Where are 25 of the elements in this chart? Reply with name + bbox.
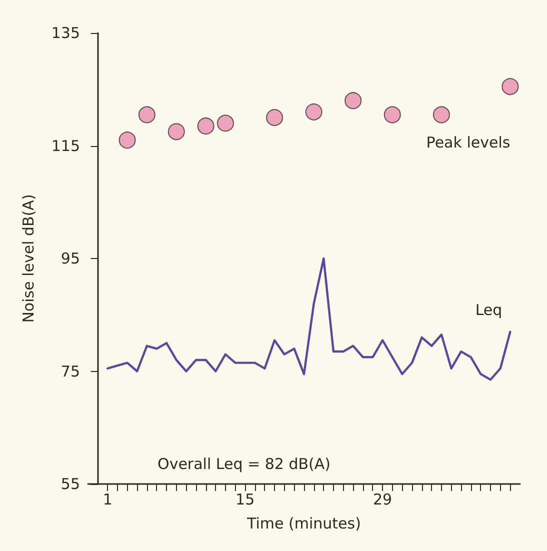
y-tick-label: 55 [60, 475, 80, 493]
y-tick-label: 115 [51, 136, 80, 155]
point [344, 92, 362, 110]
point [305, 103, 322, 120]
x-axis-title: Time (minutes) [246, 514, 361, 532]
point [384, 106, 401, 124]
y-tick-label: 95 [60, 250, 80, 268]
annotation: Overall Leq = 82 dB(A) [158, 455, 330, 473]
series-label: Peak levels [426, 134, 510, 152]
point [168, 123, 185, 140]
point [266, 109, 284, 126]
x-tick-label: 15 [236, 490, 255, 508]
y-tick-label: 75 [60, 362, 80, 380]
point [216, 114, 234, 132]
x-tick-label: 1 [102, 490, 112, 508]
point [138, 106, 156, 124]
line-series [106, 257, 512, 381]
point [432, 106, 450, 124]
x-tick-label: 29 [373, 490, 392, 508]
point [502, 78, 519, 96]
point [197, 118, 214, 135]
y-axis-title: Noise level dB(A) [20, 194, 38, 323]
y-tick-label: 135 [51, 24, 80, 42]
point [118, 132, 136, 149]
series-label: Leq [475, 300, 502, 319]
